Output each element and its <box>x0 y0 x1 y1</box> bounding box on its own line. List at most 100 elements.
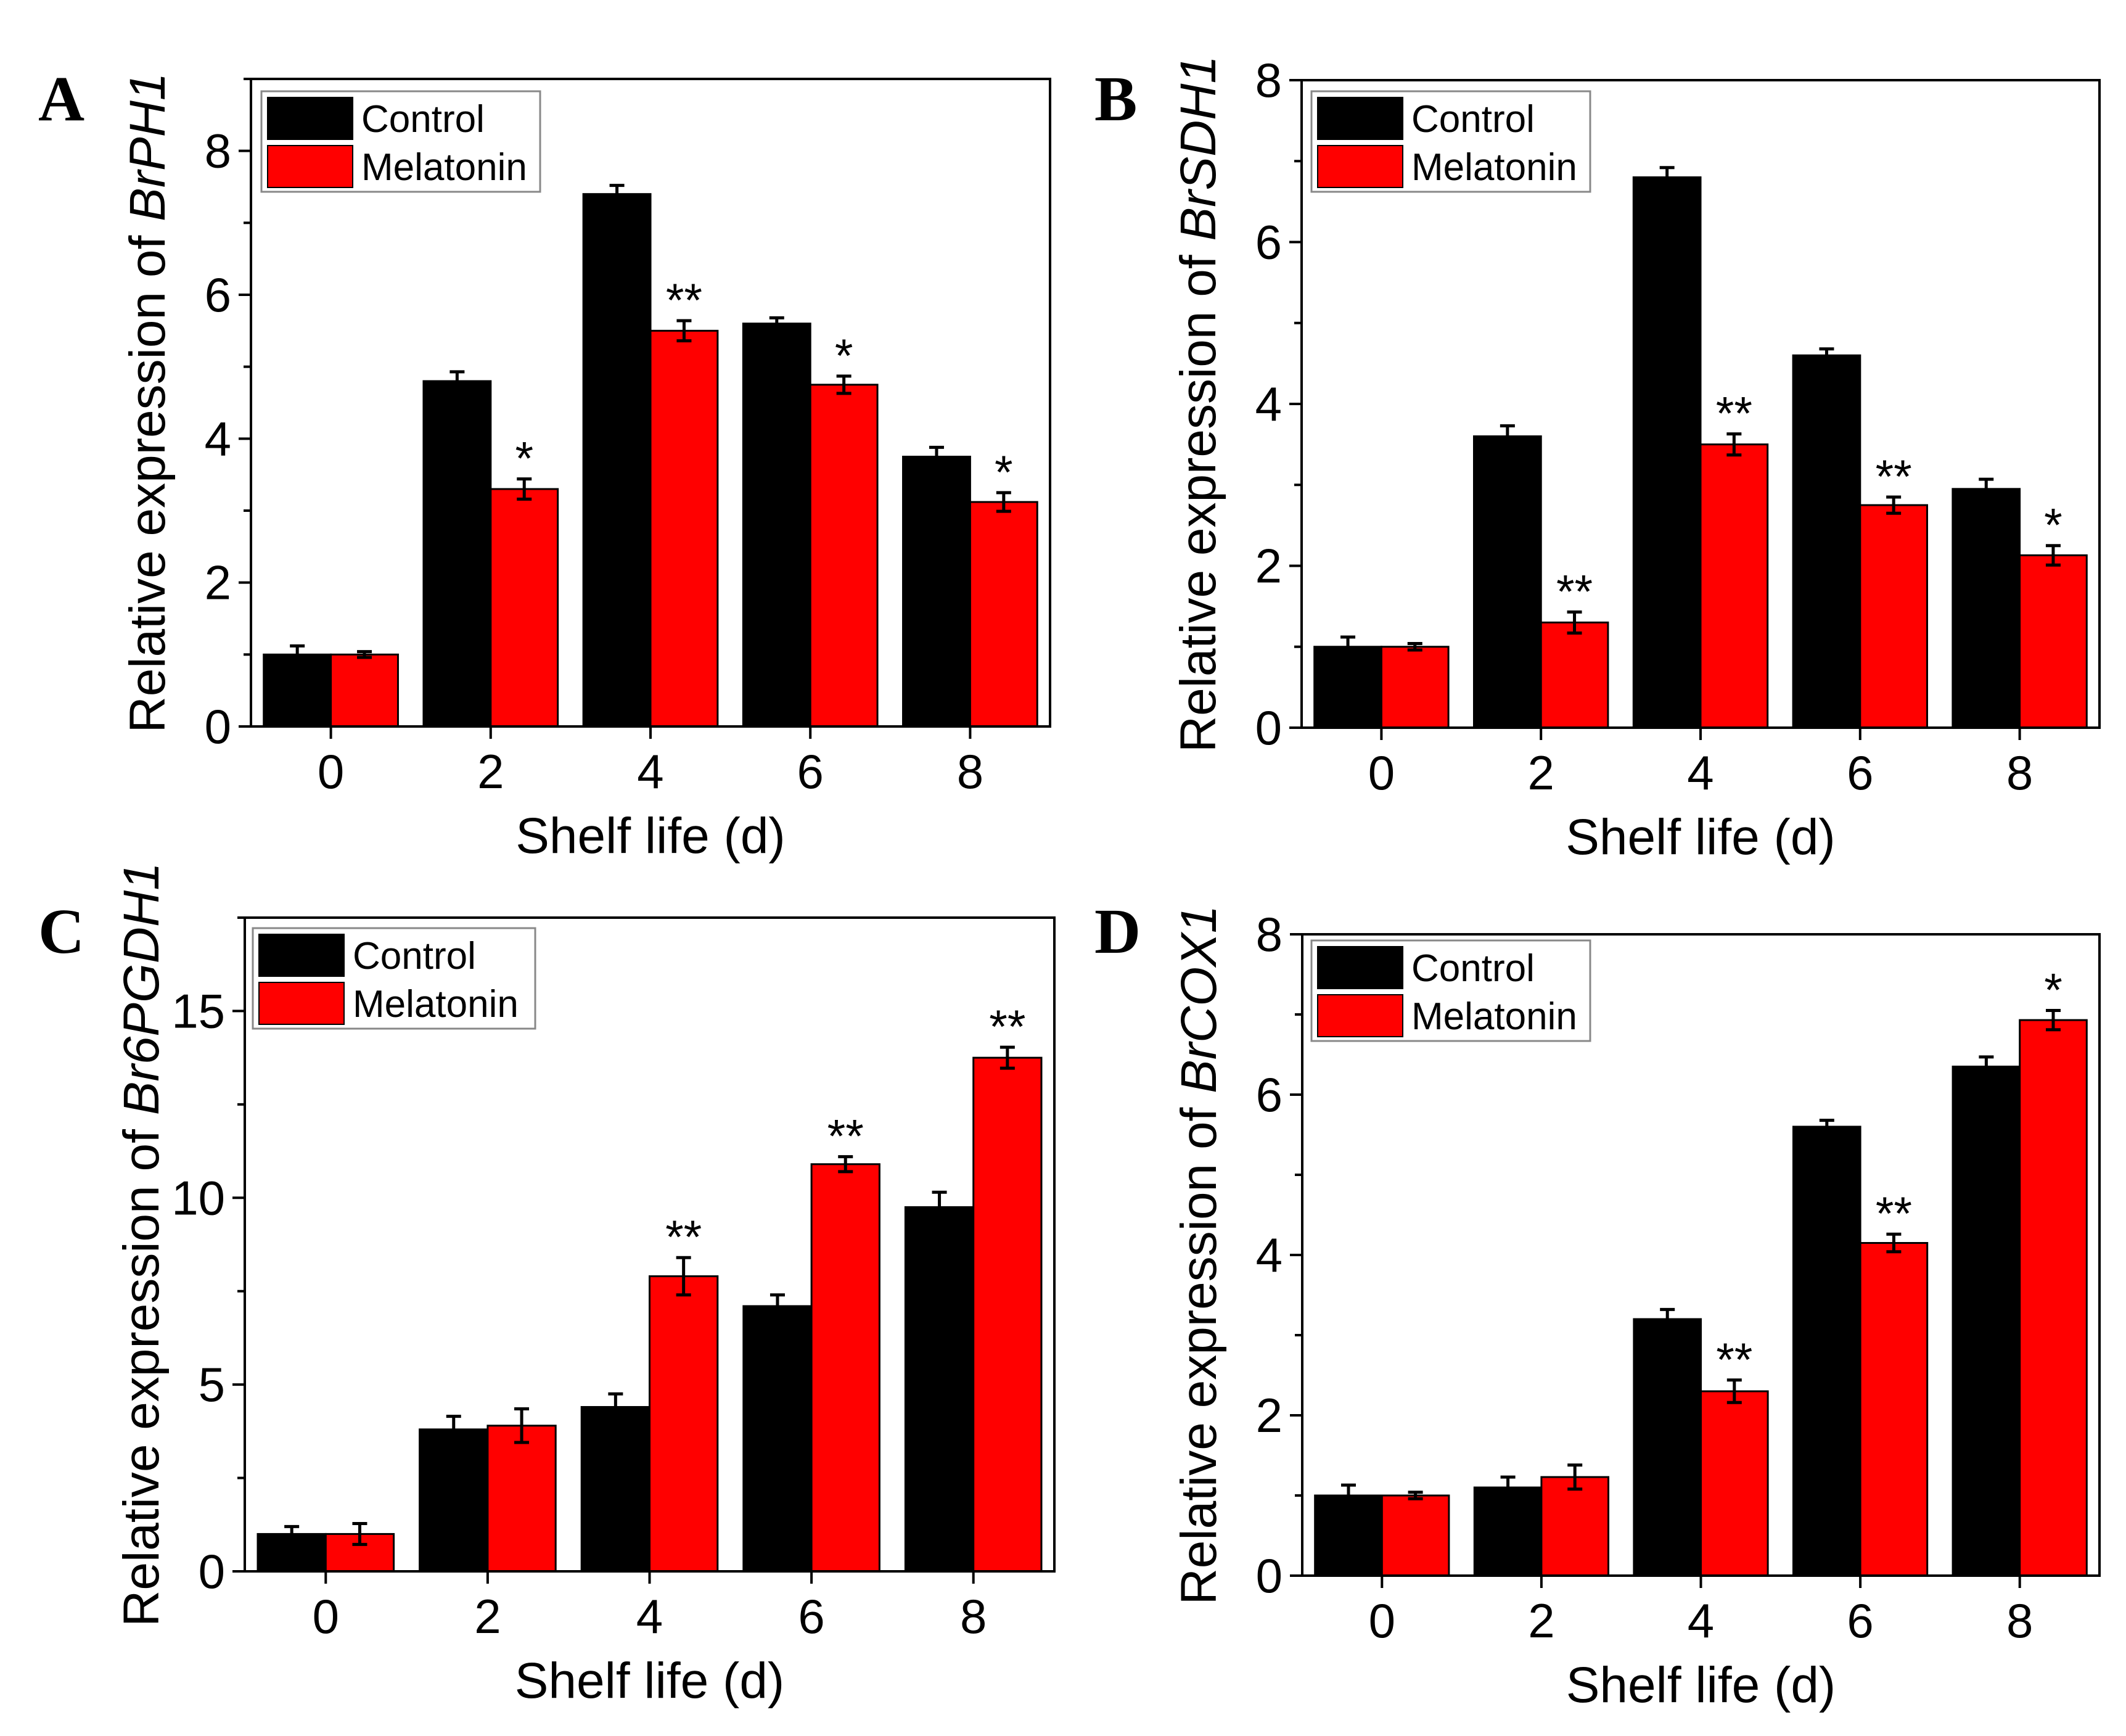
error-bar-melatonin-4 <box>1726 1378 1742 1404</box>
legend-swatch-control <box>258 934 345 977</box>
error-bar-melatonin-0 <box>352 1521 367 1546</box>
bar-control-4 <box>580 1405 651 1573</box>
y-axis-title-prefix: Relative expression of <box>120 221 176 733</box>
bar-control-8 <box>902 456 971 728</box>
y-tick-label: 4 <box>205 411 231 466</box>
x-tick-label: 4 <box>1688 1594 1714 1648</box>
legend-swatch-melatonin <box>258 982 345 1025</box>
legend-swatch-melatonin <box>1317 145 1403 188</box>
y-tick-label: 0 <box>1255 701 1282 755</box>
bar-melatonin-0 <box>1381 1494 1450 1577</box>
significance-marker: * <box>2044 965 2062 1017</box>
bar-melatonin-0 <box>1380 646 1450 729</box>
x-tick-label: 2 <box>474 1589 501 1643</box>
x-tick-label: 8 <box>960 1589 987 1643</box>
legend-label-control: Control <box>353 935 476 977</box>
y-axis-title-prefix: Relative expression of <box>113 1115 170 1627</box>
error-bar-control-8 <box>929 445 944 468</box>
significance-marker: * <box>2044 500 2062 552</box>
legend: Control Melatonin <box>1310 90 1591 193</box>
error-bar-control-0 <box>1340 1483 1356 1508</box>
x-tick-label: 8 <box>2006 1594 2033 1648</box>
x-tick-label: 0 <box>313 1589 339 1643</box>
x-axis-title: Shelf life (d) <box>1566 1657 1836 1713</box>
significance-marker: ** <box>1716 388 1752 440</box>
y-tick-label: 4 <box>1256 1228 1283 1282</box>
error-bar-melatonin-2 <box>514 1407 530 1444</box>
error-bar-melatonin-4 <box>676 1256 691 1297</box>
error-bar-melatonin-0 <box>1408 1491 1423 1500</box>
bar-melatonin-6 <box>809 384 879 728</box>
error-bar-control-2 <box>449 370 465 392</box>
error-bar-melatonin-8 <box>2045 544 2061 567</box>
bar-control-4 <box>582 193 652 728</box>
significance-marker: ** <box>1716 1334 1752 1386</box>
error-bar-melatonin-6 <box>1886 495 1902 515</box>
significance-marker: ** <box>665 1211 702 1264</box>
x-tick-label: 4 <box>1687 746 1714 800</box>
y-tick-label: 6 <box>1255 215 1282 269</box>
error-bar-melatonin-4 <box>676 319 692 343</box>
bar-control-8 <box>1952 1066 2021 1577</box>
y-axis-title-gene: BrPH1 <box>120 72 176 221</box>
bar-melatonin-6 <box>1859 504 1928 729</box>
x-tick-label: 6 <box>797 744 824 799</box>
bar-control-4 <box>1633 1318 1702 1577</box>
error-bar-control-2 <box>1500 424 1515 449</box>
y-axis-title-gene: BrCOX1 <box>1171 905 1227 1093</box>
y-tick-label: 10 <box>171 1170 225 1225</box>
error-bar-control-0 <box>1340 635 1356 658</box>
legend-swatch-control <box>1317 946 1403 989</box>
panel-letter: A <box>38 64 84 134</box>
bar-melatonin-8 <box>2019 1019 2088 1577</box>
x-tick-label: 6 <box>1847 746 1873 800</box>
bar-melatonin-8 <box>972 1056 1043 1573</box>
y-tick-label: 0 <box>199 1544 225 1598</box>
bar-control-6 <box>742 1305 813 1573</box>
bar-melatonin-8 <box>2019 554 2088 729</box>
y-axis-title-prefix: Relative expression of <box>1171 1093 1227 1605</box>
error-bar-control-8 <box>1979 477 1994 501</box>
bar-control-2 <box>422 380 492 728</box>
bar-melatonin-6 <box>810 1163 880 1573</box>
y-tick-label: 4 <box>1255 377 1282 431</box>
error-bar-melatonin-6 <box>1886 1232 1902 1254</box>
legend-swatch-melatonin <box>1317 994 1403 1037</box>
bar-melatonin-2 <box>486 1425 557 1573</box>
y-axis-title-prefix: Relative expression of <box>1170 241 1226 753</box>
error-bar-melatonin-2 <box>1567 1463 1583 1491</box>
bar-melatonin-4 <box>649 329 719 728</box>
bar-melatonin-4 <box>1699 443 1769 729</box>
error-bar-melatonin-8 <box>996 491 1011 513</box>
bar-control-2 <box>419 1428 489 1573</box>
bar-melatonin-0 <box>330 653 399 728</box>
y-axis-title: Relative expression of BrSDH1 <box>1170 56 1226 752</box>
x-tick-label: 0 <box>1369 1594 1395 1648</box>
panel-letter: D <box>1094 896 1141 967</box>
x-tick-label: 2 <box>1528 1594 1554 1648</box>
error-bar-melatonin-2 <box>517 477 532 501</box>
legend-label-control: Control <box>361 98 485 141</box>
bar-control-6 <box>742 323 811 728</box>
significance-marker: ** <box>827 1111 864 1163</box>
significance-marker: ** <box>1556 566 1593 618</box>
bar-control-0 <box>263 653 332 728</box>
bar-control-8 <box>1952 488 2021 729</box>
legend-label-melatonin: Melatonin <box>1411 146 1577 189</box>
legend-label-melatonin: Melatonin <box>361 146 527 189</box>
error-bar-control-6 <box>1819 1119 1834 1135</box>
error-bar-control-4 <box>608 1392 623 1422</box>
legend-swatch-control <box>1317 97 1403 140</box>
error-bar-melatonin-0 <box>357 650 372 659</box>
bar-melatonin-2 <box>1540 1476 1610 1577</box>
significance-marker: * <box>995 446 1013 499</box>
error-bar-melatonin-8 <box>2046 1009 2061 1032</box>
error-bar-melatonin-0 <box>1407 642 1422 652</box>
x-tick-label: 6 <box>1847 1594 1873 1648</box>
y-axis-title: Relative expression of Br6PGDH1 <box>113 862 170 1627</box>
x-tick-label: 4 <box>637 744 663 799</box>
x-axis-title: Shelf life (d) <box>515 1653 785 1709</box>
bar-melatonin-2 <box>490 488 559 728</box>
